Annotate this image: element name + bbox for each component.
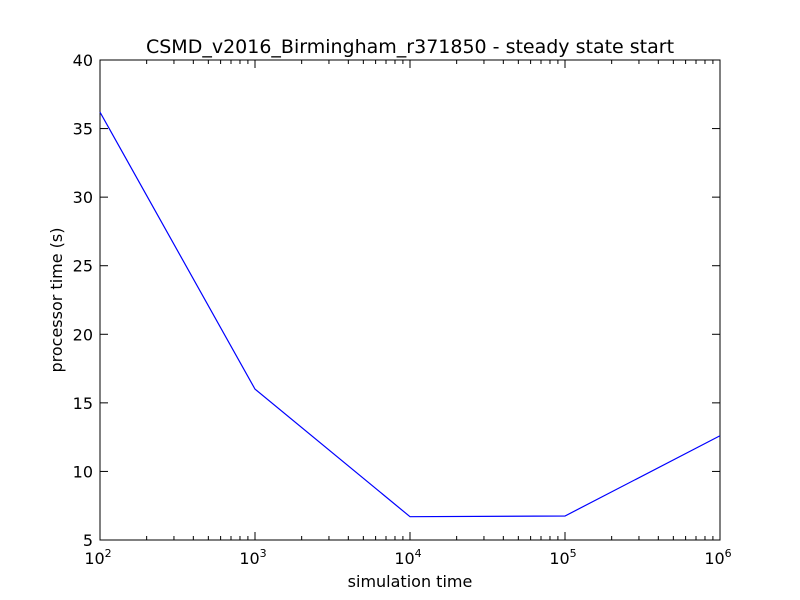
- x-tick-label: 102: [84, 547, 111, 568]
- y-tick-label: 25: [73, 257, 93, 276]
- y-tick-label: 5: [83, 531, 93, 550]
- x-tick-label: 106: [704, 547, 731, 568]
- y-tick-label: 15: [73, 394, 93, 413]
- y-tick-label: 20: [73, 325, 93, 344]
- x-tick-base: 10: [239, 549, 259, 568]
- x-tick-label: 104: [394, 547, 421, 568]
- y-tick-label: 40: [73, 51, 93, 70]
- y-tick-label: 35: [73, 120, 93, 139]
- x-tick-base: 10: [394, 549, 414, 568]
- x-tick-label: 103: [239, 547, 266, 568]
- x-tick-base: 10: [704, 549, 724, 568]
- x-tick-base: 10: [549, 549, 569, 568]
- chart-title: CSMD_v2016_Birmingham_r371850 - steady s…: [146, 36, 674, 58]
- y-tick-label: 10: [73, 462, 93, 481]
- x-tick-label: 105: [549, 547, 576, 568]
- x-axis-label: simulation time: [348, 572, 473, 591]
- x-tick-base: 10: [84, 549, 104, 568]
- x-tick-exponent: 2: [105, 547, 112, 560]
- x-tick-exponent: 5: [570, 547, 577, 560]
- x-tick-exponent: 6: [725, 547, 732, 560]
- series-line: [99, 111, 721, 518]
- x-tick-exponent: 4: [415, 547, 422, 560]
- x-tick-exponent: 3: [260, 547, 267, 560]
- y-tick-label: 30: [73, 188, 93, 207]
- axes-frame: [99, 59, 721, 541]
- y-axis-label: processor time (s): [47, 228, 66, 373]
